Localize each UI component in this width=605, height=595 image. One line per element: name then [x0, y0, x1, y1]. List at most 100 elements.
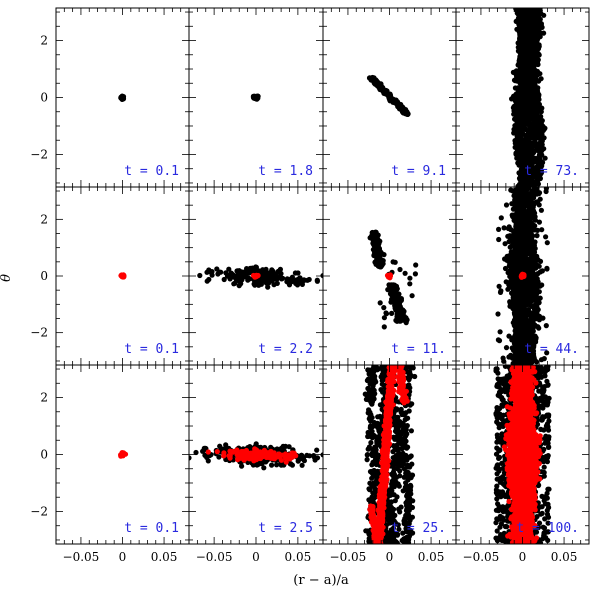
black-point	[523, 202, 529, 208]
black-point	[503, 202, 510, 208]
black-point	[540, 315, 546, 321]
black-point	[314, 277, 320, 283]
panel-points	[118, 272, 127, 280]
black-point	[512, 320, 518, 327]
black-point	[509, 270, 516, 276]
black-point	[531, 142, 538, 149]
black-point	[528, 237, 535, 243]
black-point	[512, 237, 519, 243]
black-point	[502, 241, 508, 247]
black-point	[531, 195, 537, 201]
black-point	[532, 138, 538, 144]
black-point	[407, 275, 413, 281]
panel-time-label: t = 44.	[524, 342, 579, 357]
black-point	[294, 282, 301, 288]
black-point	[387, 285, 393, 291]
black-point	[512, 317, 518, 323]
black-point	[523, 37, 530, 43]
black-point	[381, 324, 387, 330]
black-point	[521, 117, 527, 124]
black-point	[529, 226, 535, 232]
black-point	[525, 308, 531, 314]
black-point	[535, 280, 541, 286]
black-point	[542, 155, 548, 161]
black-point	[395, 307, 402, 313]
panel-time-label: t = 0.1	[124, 164, 179, 179]
y-tick-label: 0	[40, 91, 48, 105]
black-point	[518, 258, 525, 264]
black-point	[512, 260, 518, 267]
black-point	[376, 255, 382, 261]
black-point	[529, 80, 535, 86]
black-point	[518, 278, 525, 284]
black-point	[531, 305, 537, 311]
panel-r1-c4: t = 73.	[455, 7, 590, 188]
black-point	[514, 241, 520, 247]
black-point	[233, 273, 239, 279]
black-point	[525, 359, 531, 365]
black-point	[519, 161, 526, 167]
black-point	[505, 233, 511, 239]
black-point	[521, 353, 528, 359]
black-point	[503, 345, 510, 351]
red-point	[387, 273, 393, 279]
black-point	[530, 115, 536, 121]
black-point	[506, 333, 512, 339]
black-point	[221, 276, 227, 283]
black-point	[502, 265, 509, 272]
black-point	[528, 343, 534, 349]
black-point	[373, 80, 380, 86]
black-point	[522, 67, 528, 73]
panel-points	[367, 229, 419, 330]
black-point	[515, 339, 521, 345]
black-point	[520, 338, 526, 344]
black-point	[403, 315, 409, 321]
black-point	[513, 295, 520, 301]
black-point	[531, 208, 537, 214]
y-tick-label: 2	[40, 34, 48, 48]
panel-points	[495, 187, 550, 365]
black-point	[506, 239, 512, 245]
black-point	[522, 167, 528, 173]
black-point	[522, 220, 528, 226]
black-point	[513, 255, 519, 261]
black-point	[523, 188, 529, 194]
black-point	[527, 297, 533, 304]
black-point	[392, 259, 398, 265]
black-point	[253, 96, 259, 102]
black-point	[516, 16, 522, 22]
black-point	[532, 22, 538, 28]
panel-points	[250, 93, 261, 102]
black-point	[536, 158, 542, 164]
black-point	[518, 101, 524, 107]
black-point	[496, 226, 502, 232]
black-point	[508, 352, 514, 358]
black-point	[381, 315, 387, 321]
black-point	[527, 101, 533, 107]
black-point	[539, 134, 546, 140]
panel-time-label: t = 73.	[524, 164, 579, 179]
black-point	[514, 187, 521, 193]
black-point	[510, 69, 516, 75]
black-point	[402, 270, 408, 276]
black-point	[512, 105, 519, 111]
black-point	[538, 142, 544, 148]
black-point	[516, 136, 522, 142]
black-point	[525, 132, 531, 138]
black-point	[512, 228, 518, 234]
y-tick-label: 2	[40, 212, 48, 226]
black-point	[534, 176, 541, 182]
y-tick-label: −2	[30, 326, 48, 340]
black-point	[508, 187, 514, 193]
black-point	[530, 147, 536, 153]
black-point	[538, 109, 544, 115]
panel-points	[197, 264, 323, 290]
black-point	[373, 229, 379, 235]
black-point	[532, 265, 538, 271]
black-point	[400, 310, 406, 316]
black-point	[531, 339, 537, 345]
black-point	[544, 240, 550, 246]
black-point	[206, 267, 212, 273]
